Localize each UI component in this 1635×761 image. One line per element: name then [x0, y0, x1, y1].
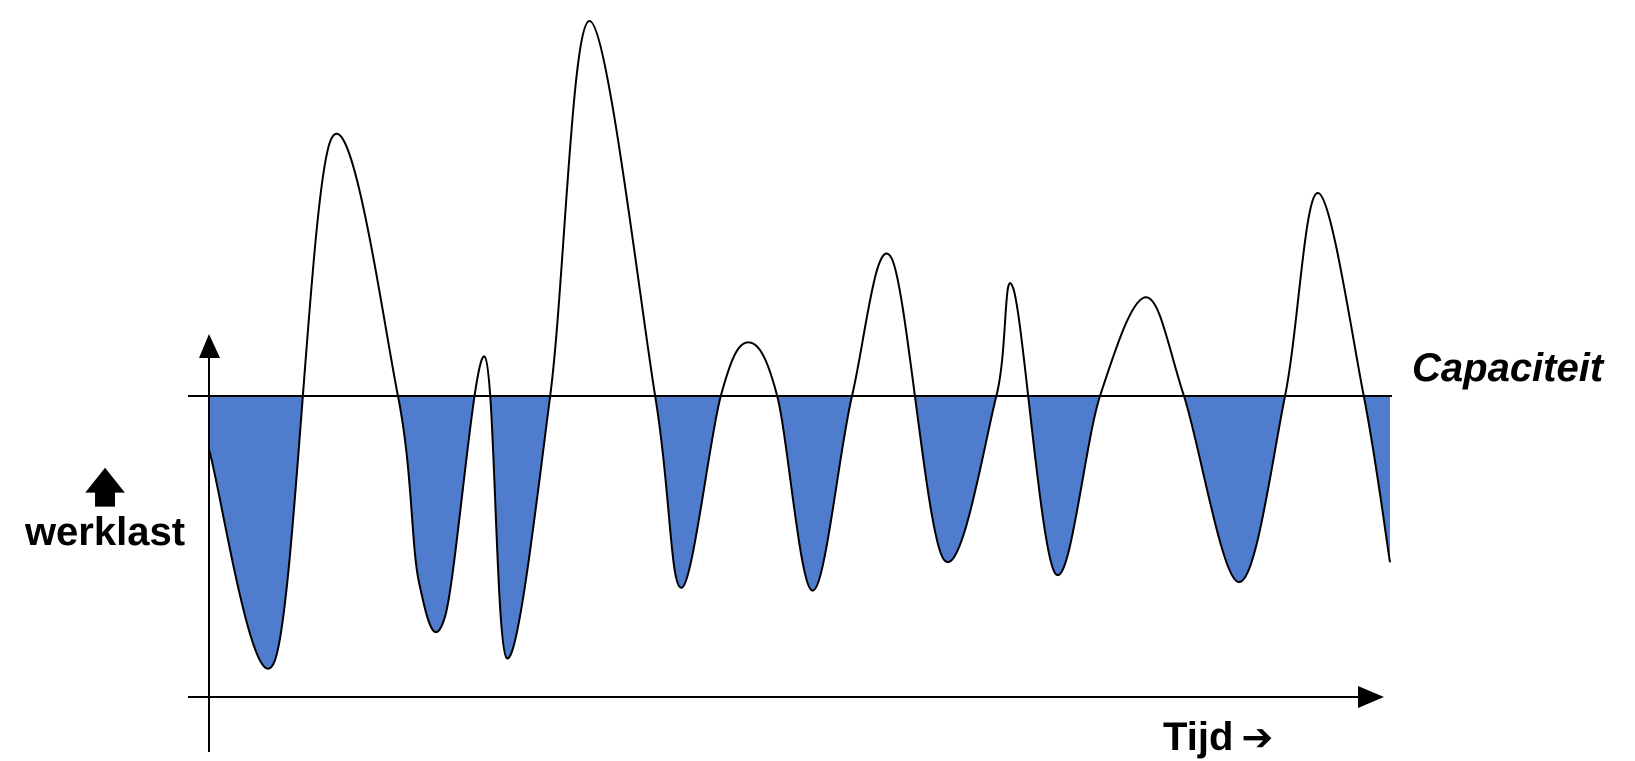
workload-curve: [208, 19, 1391, 670]
x-axis-label: Tijd ➔: [1163, 715, 1273, 760]
y-axis-label-text: werklast: [24, 510, 186, 554]
x-axis-arrowhead: [1358, 686, 1384, 708]
below-capacity-fill: [209, 396, 1390, 669]
y-axis-label: 🡅 werklast: [15, 468, 195, 556]
y-axis-arrowhead: [199, 334, 220, 358]
capacity-label: Capaciteit: [1412, 346, 1604, 390]
right-arrow-icon: ➔: [1241, 715, 1274, 759]
x-axis-label-text: Tijd: [1163, 715, 1234, 759]
shaded-below-capacity-area: [209, 396, 1390, 669]
up-arrow-icon: 🡅: [84, 465, 126, 511]
